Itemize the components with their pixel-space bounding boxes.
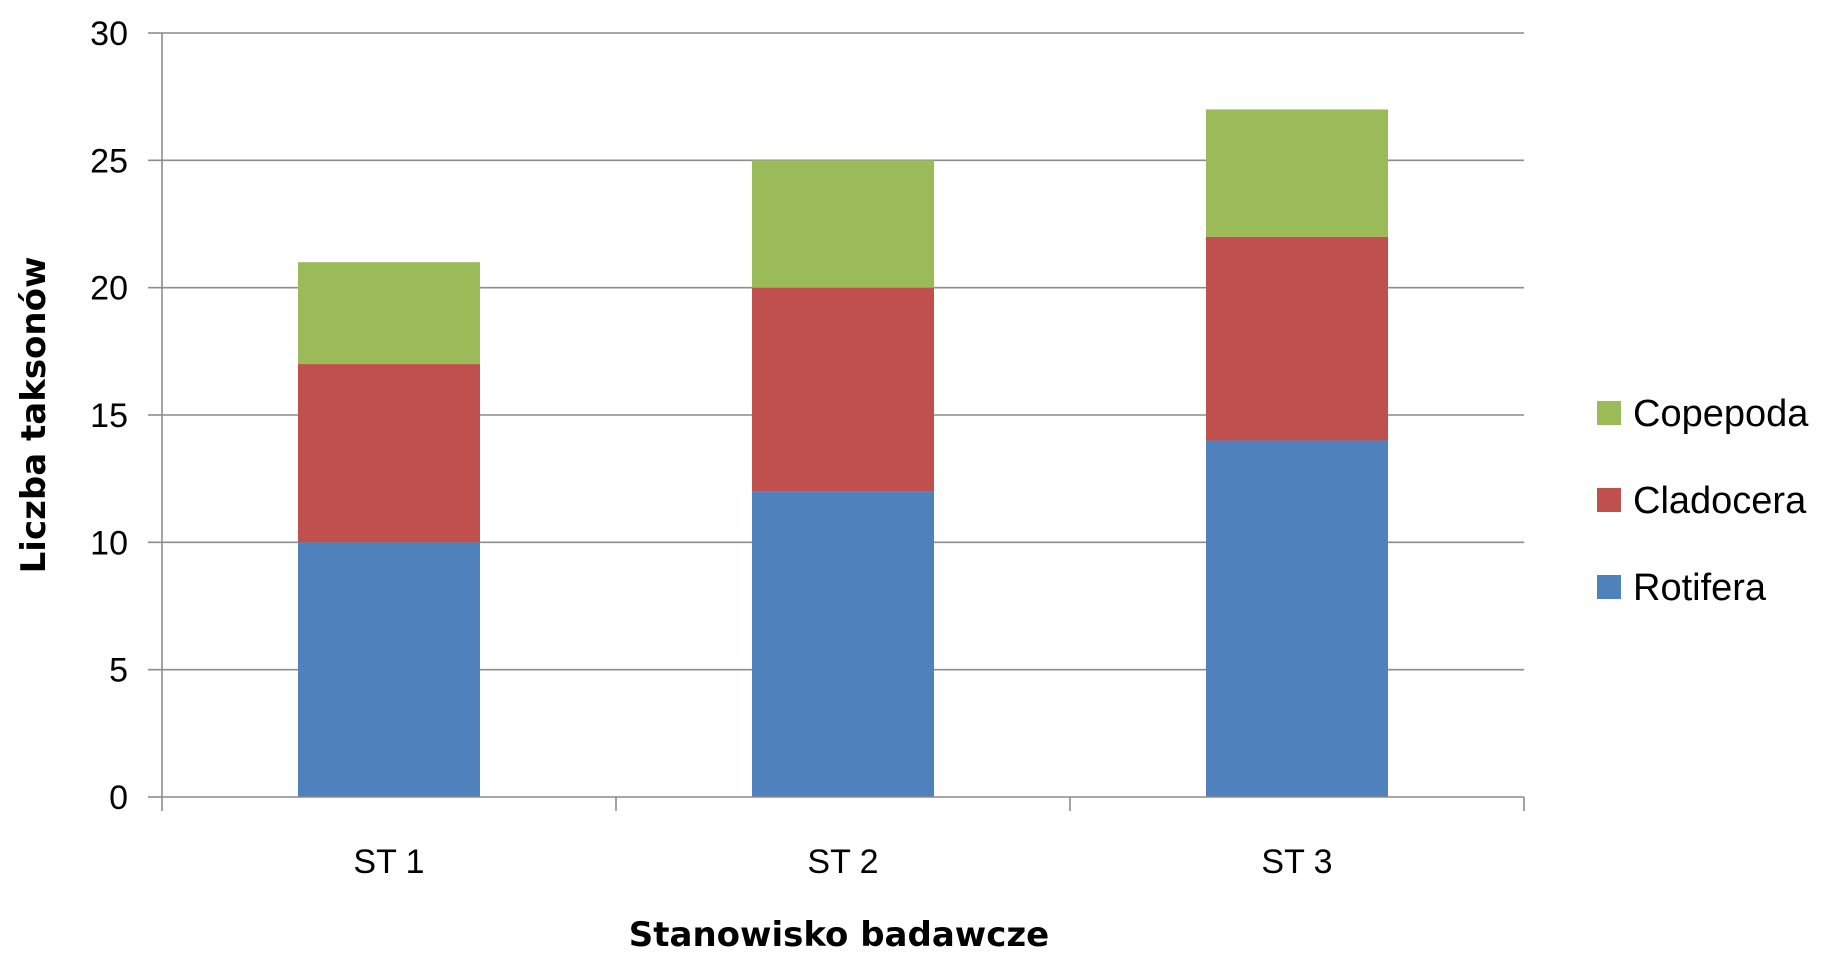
y-tick-label: 5 [109, 652, 128, 690]
y-tick-label: 0 [109, 779, 128, 817]
x-tick-label: ST 3 [1261, 843, 1332, 881]
y-tick-label: 10 [90, 524, 128, 562]
x-tick-label: ST 2 [807, 843, 878, 881]
bar-rotifera-3 [1206, 440, 1388, 797]
axes [148, 32, 1525, 811]
legend-swatch-rotifera [1597, 575, 1621, 599]
bars [298, 109, 1388, 797]
y-axis-title: Liczba taksonów [14, 257, 54, 574]
legend-label-rotifera: Rotifera [1633, 567, 1767, 609]
bar-copepoda-3 [1206, 109, 1388, 237]
legend-label-copepoda: Copepoda [1633, 393, 1809, 435]
legend-label-cladocera: Cladocera [1633, 480, 1807, 522]
x-tick-labels: ST 1 ST 2 ST 3 [353, 843, 1332, 881]
legend-swatch-copepoda [1597, 401, 1621, 425]
legend-swatch-cladocera [1597, 488, 1621, 512]
bar-copepoda-2 [752, 160, 934, 288]
y-tick-label: 20 [90, 270, 128, 308]
bar-rotifera-2 [752, 491, 934, 797]
bar-copepoda-1 [298, 262, 480, 365]
y-tick-label: 25 [90, 142, 128, 180]
legend: Copepoda Cladocera Rotifera [1597, 393, 1809, 609]
x-tick-label: ST 1 [353, 843, 424, 881]
bar-cladocera-3 [1206, 236, 1388, 441]
y-tick-label: 15 [90, 397, 128, 435]
bar-rotifera-1 [298, 542, 480, 797]
y-tick-label: 30 [90, 15, 128, 53]
y-tick-labels: 0 5 10 15 20 25 30 [90, 15, 128, 817]
x-axis-title: Stanowisko badawcze [629, 915, 1049, 954]
bar-cladocera-1 [298, 364, 480, 543]
bar-cladocera-2 [752, 287, 934, 492]
